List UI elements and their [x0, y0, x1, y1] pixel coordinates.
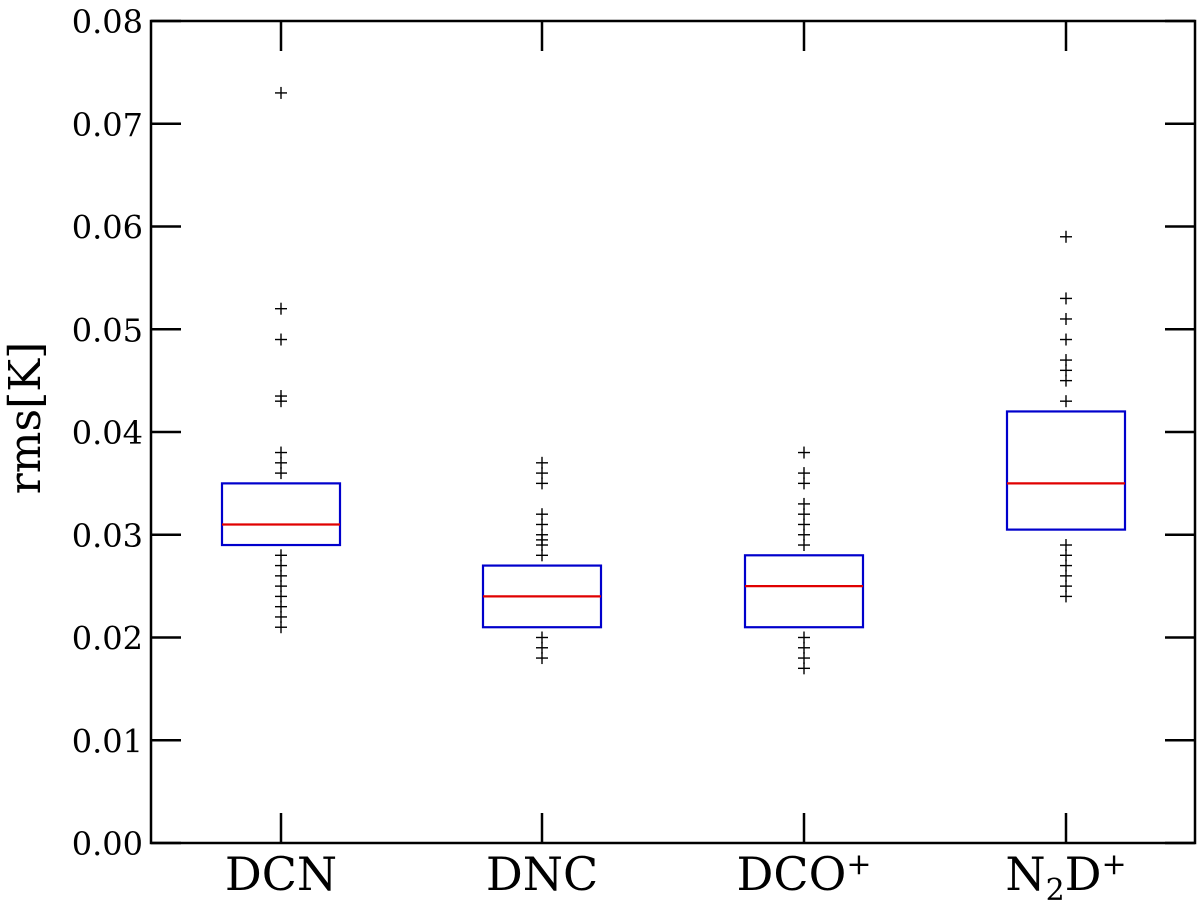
outlier-point [275, 86, 287, 99]
y-tick-label: 0.06 [72, 209, 143, 247]
y-tick-label: 0.07 [72, 106, 143, 144]
outlier-point [798, 539, 810, 552]
outlier-point [275, 302, 287, 315]
outlier-point [798, 497, 810, 510]
outlier-point [798, 518, 810, 531]
outlier-point [1060, 569, 1072, 582]
outlier-point [275, 600, 287, 613]
y-tick-label: 0.08 [72, 3, 143, 41]
x-category-label: DCN [225, 847, 337, 901]
outlier-point [798, 631, 810, 644]
outlier-point [275, 549, 287, 562]
outlier-point [1060, 549, 1072, 562]
outlier-point [798, 477, 810, 490]
outlier-point [798, 508, 810, 521]
outlier-point [1060, 292, 1072, 305]
x-category-label: N2D+ [1005, 847, 1126, 904]
outlier-point [275, 580, 287, 593]
outlier-point [798, 662, 810, 675]
outlier-point [536, 549, 548, 562]
outlier-point [798, 467, 810, 480]
outlier-point [275, 333, 287, 346]
axes-group: 0.00 0.01 0.02 0.03 0.04 0.05 0.06 0.07 0.08 DCN D… [72, 3, 1195, 904]
outlier-point [536, 652, 548, 665]
outlier-point [798, 641, 810, 654]
outlier-point [1060, 312, 1072, 325]
outlier-point [1060, 364, 1072, 377]
plot-marks [220, 86, 1127, 675]
outlier-point [275, 395, 287, 408]
outlier-point [275, 610, 287, 623]
outlier-point [1060, 395, 1072, 408]
outlier-point [536, 456, 548, 469]
outlier-point [275, 569, 287, 582]
outlier-point [275, 590, 287, 603]
outlier-point [536, 467, 548, 480]
box-3 [1005, 410, 1127, 531]
outlier-point [536, 539, 548, 552]
outlier-point [798, 446, 810, 459]
outlier-point [1060, 559, 1072, 572]
outlier-point [1060, 333, 1072, 346]
x-category-label: DCO+ [737, 847, 872, 901]
outlier-point [1060, 590, 1072, 603]
y-tick-label: 0.03 [72, 517, 143, 555]
outlier-point [798, 528, 810, 541]
outlier-point [275, 467, 287, 480]
outlier-point [275, 621, 287, 634]
outlier-point [275, 559, 287, 572]
outlier-point [1060, 230, 1072, 243]
box-2 [743, 554, 865, 629]
outlier-point [798, 652, 810, 665]
outlier-point [275, 456, 287, 469]
outlier-point [536, 477, 548, 490]
x-category-label: DNC [486, 847, 598, 901]
outlier-point [536, 518, 548, 531]
plot-frame [149, 19, 1197, 845]
y-tick-label: 0.00 [72, 825, 143, 863]
outlier-point [536, 641, 548, 654]
box-0 [220, 482, 342, 547]
y-tick-label: 0.05 [72, 311, 143, 349]
outlier-point [1060, 580, 1072, 593]
outlier-point [536, 508, 548, 521]
outlier-point [1060, 539, 1072, 552]
outlier-point [1060, 374, 1072, 387]
outlier-point [536, 631, 548, 644]
outlier-point [1060, 354, 1072, 367]
y-tick-label: 0.01 [72, 722, 143, 760]
y-tick-label: 0.04 [72, 414, 143, 452]
y-axis-title: rms[K] [0, 342, 51, 495]
y-tick-label: 0.02 [72, 620, 143, 658]
outlier-point [275, 446, 287, 459]
